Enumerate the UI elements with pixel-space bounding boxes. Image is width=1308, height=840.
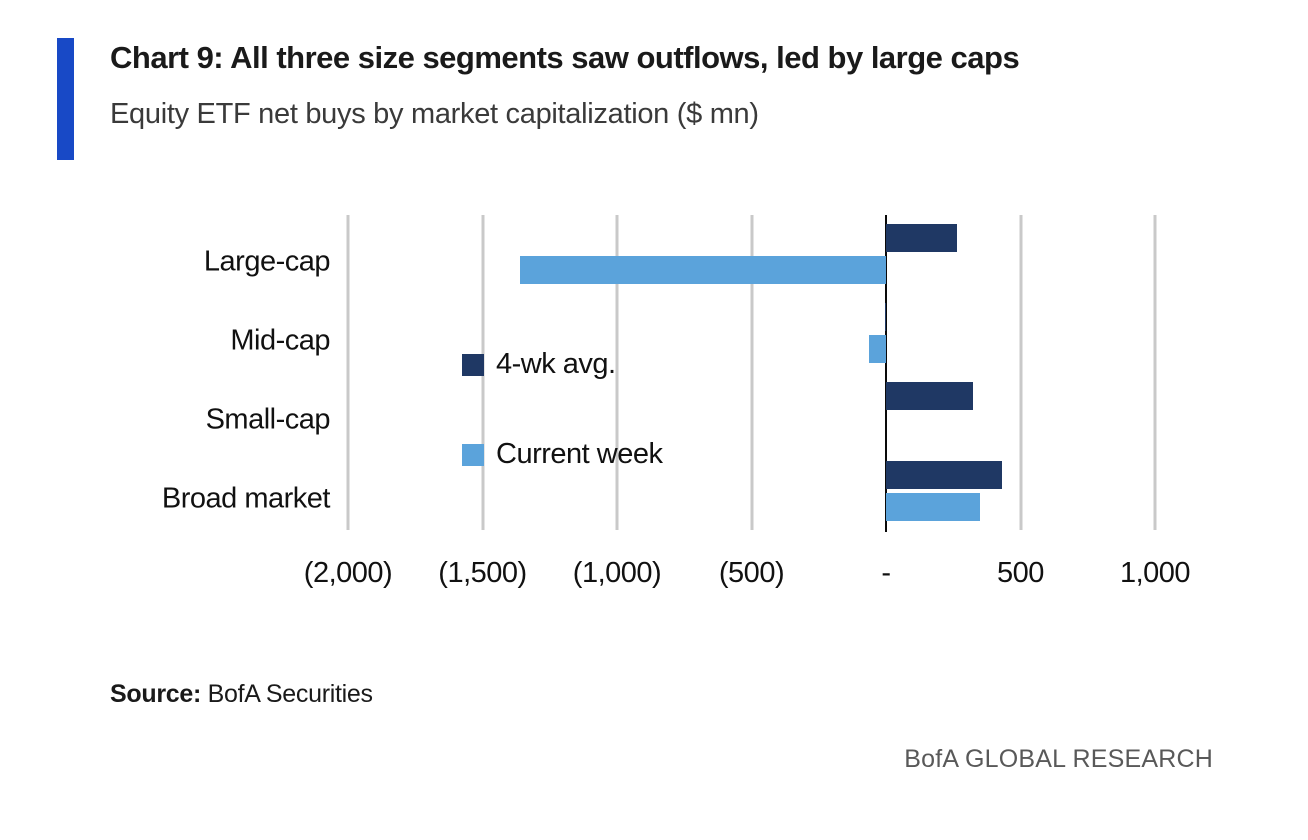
- chart-title: Chart 9: All three size segments saw out…: [110, 40, 1020, 75]
- category-label-small-cap: Small-cap: [205, 403, 331, 436]
- source-value: BofA Securities: [207, 680, 373, 708]
- bar-current-week-mid-cap: [868, 335, 886, 364]
- category-label-mid-cap: Mid-cap: [230, 324, 330, 357]
- chart-header: Chart 9: All three size segments saw out…: [57, 38, 1020, 160]
- x-tick-label: -: [881, 557, 891, 589]
- gridline: [750, 215, 753, 530]
- gridline: [1153, 215, 1157, 530]
- x-tick-label: 500: [997, 557, 1044, 589]
- accent-bar: [57, 38, 74, 160]
- gridline: [346, 215, 350, 530]
- bar-current-week-broad-market: [886, 492, 981, 521]
- bar-4-wk-avg-small-cap: [886, 381, 974, 410]
- zero-axis-line: [885, 215, 887, 532]
- category-label-large-cap: Large-cap: [203, 245, 331, 278]
- x-tick-label: (500): [718, 557, 785, 589]
- source-line: Source: BofA Securities: [110, 680, 373, 709]
- legend-swatch-4-wk-avg: [462, 353, 484, 376]
- bar-4-wk-avg-broad-market: [886, 460, 1002, 489]
- bar-current-week-large-cap: [520, 256, 886, 285]
- chart-subtitle: Equity ETF net buys by market capitaliza…: [110, 98, 759, 130]
- source-label: Source:: [110, 680, 201, 708]
- plot-area: (2,000) (1,500) (1,000) (500) - 500 1,000 Large…: [162, 215, 1230, 589]
- legend-swatch-current-week: [462, 443, 484, 466]
- category-label-broad-market: Broad market: [161, 482, 331, 515]
- branding-text: BofA GLOBAL RESEARCH: [904, 745, 1213, 773]
- x-tick-label: 1,000: [1119, 557, 1191, 589]
- legend-item-4-wk-avg: 4-wk avg.: [462, 348, 616, 381]
- legend-label: 4-wk avg.: [496, 348, 616, 380]
- gridline: [615, 215, 619, 530]
- x-tick-label: (1,000): [572, 557, 662, 589]
- x-tick-label: (1,500): [438, 557, 527, 589]
- x-tick-label: (2,000): [303, 557, 393, 589]
- legend-item-current-week: Current week: [462, 438, 663, 471]
- legend-label: Current week: [496, 438, 663, 470]
- gridline: [1019, 215, 1022, 530]
- bar-4-wk-avg-mid-cap: [884, 303, 886, 332]
- title-block: Chart 9: All three size segments saw out…: [110, 38, 1020, 160]
- bar-4-wk-avg-large-cap: [886, 224, 958, 253]
